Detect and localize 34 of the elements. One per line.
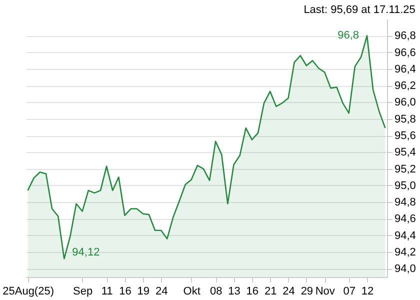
x-tick-label: 21 bbox=[264, 286, 277, 298]
y-tick-label: 96,8 bbox=[394, 30, 416, 42]
y-tick-label: 94,2 bbox=[394, 246, 416, 259]
x-tick-label: 11 bbox=[101, 286, 113, 298]
y-tick-label: 96,4 bbox=[394, 63, 416, 76]
x-tick-label: 16 bbox=[246, 286, 259, 298]
y-tick-label: 96,2 bbox=[394, 80, 416, 92]
y-tick-label: 95,8 bbox=[394, 113, 416, 126]
y-tick-label: 95,6 bbox=[394, 130, 416, 142]
chart-title: Last: 95,69 at 17.11.25 bbox=[304, 4, 416, 16]
y-tick-label: 94,0 bbox=[394, 263, 416, 276]
x-tick-label: Okt bbox=[183, 286, 200, 298]
y-tick-label: 94,8 bbox=[394, 196, 416, 209]
y-tick-label: 95,2 bbox=[394, 163, 416, 176]
y-tick-label: 94,6 bbox=[394, 213, 416, 226]
x-tick-label: 29 bbox=[300, 286, 314, 298]
annotation: 94,12 bbox=[72, 246, 100, 259]
x-tick-label: 08 bbox=[210, 286, 222, 298]
y-tick-label: 95,4 bbox=[394, 146, 416, 159]
y-tick-label: 96,6 bbox=[394, 46, 416, 59]
x-tick-label: 13 bbox=[228, 286, 240, 298]
x-tick-label: 12 bbox=[361, 286, 374, 298]
y-tick-label: 94,4 bbox=[394, 230, 416, 242]
x-tick-label: 16 bbox=[119, 286, 132, 298]
x-tick-label: 25Aug(25) bbox=[2, 286, 54, 298]
x-tick-label: Nov bbox=[315, 286, 336, 298]
y-tick-label: 95,0 bbox=[394, 180, 416, 192]
x-tick-label: 19 bbox=[137, 286, 150, 298]
x-tick-label: 24 bbox=[155, 286, 168, 298]
x-tick-label: Sep bbox=[73, 286, 93, 298]
annotation: 96,8 bbox=[338, 30, 360, 42]
x-tick-label: 24 bbox=[282, 286, 295, 298]
x-tick-label: 07 bbox=[343, 286, 356, 298]
y-tick-label: 96,0 bbox=[394, 96, 416, 109]
